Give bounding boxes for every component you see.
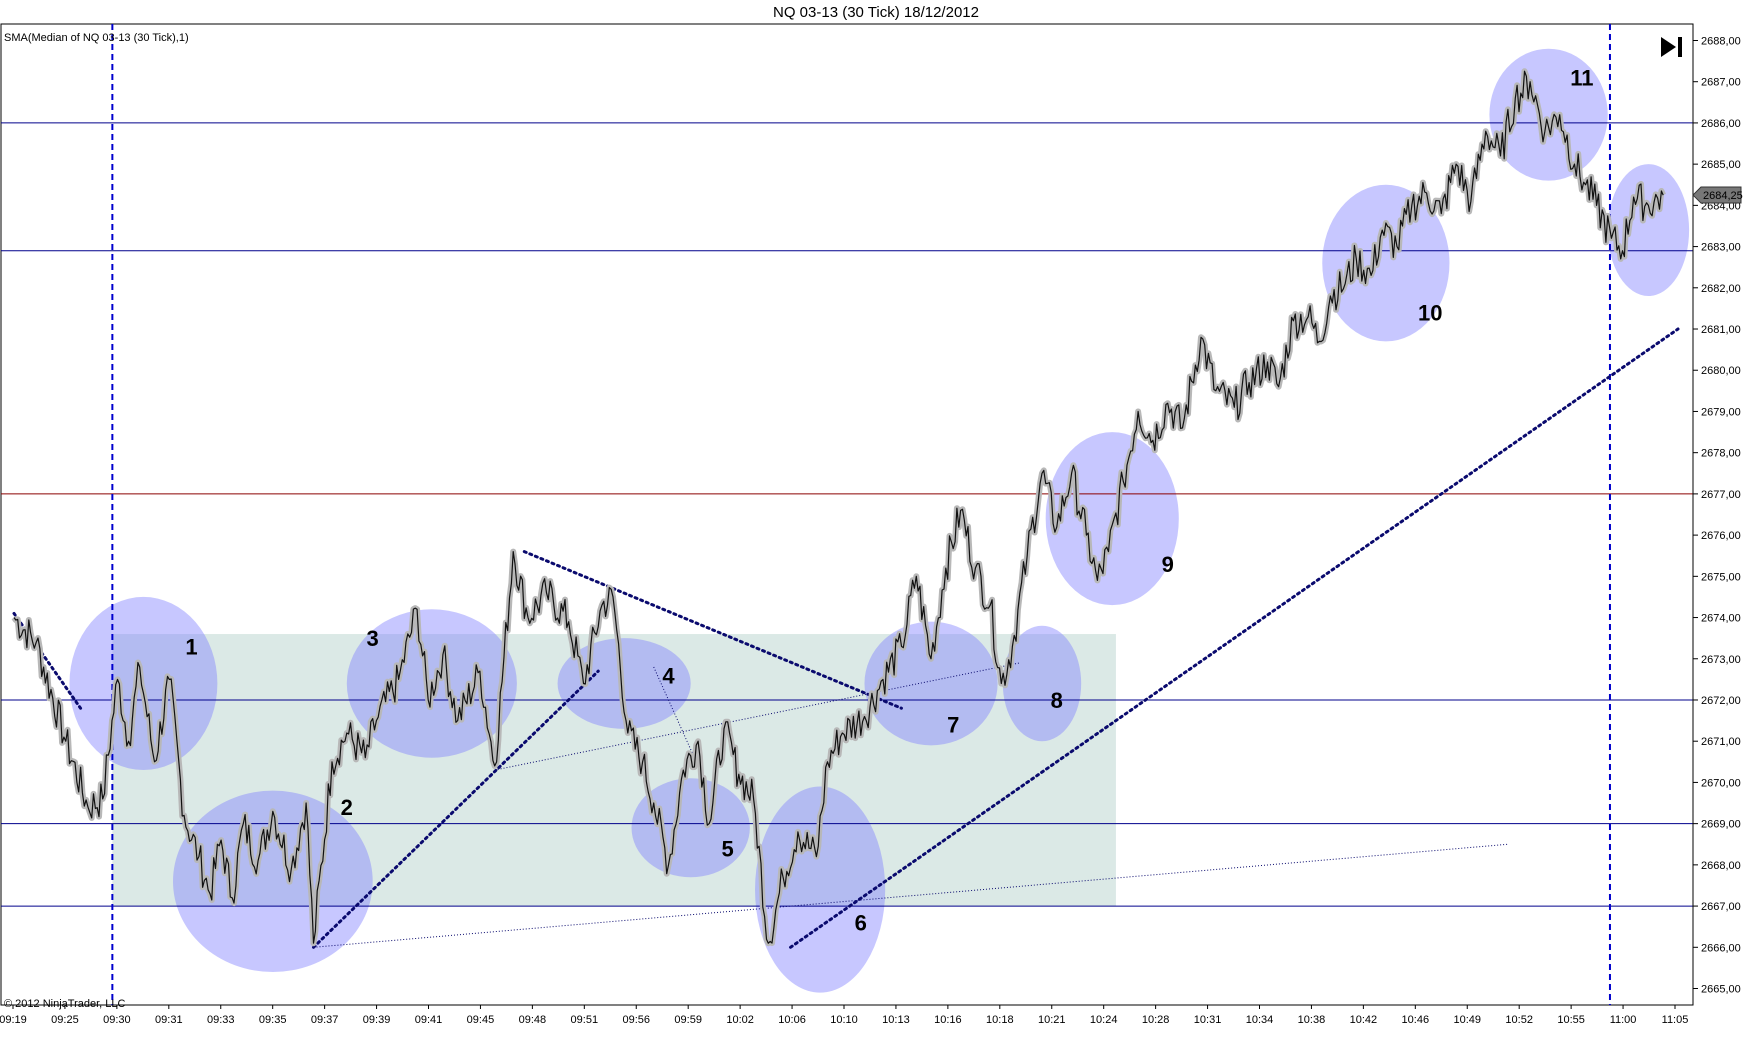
x-tick-label-8: 09:39 — [363, 1014, 391, 1026]
y-tick-label-2: 2666,00 — [1701, 942, 1741, 954]
y-tick-label-17: 2681,00 — [1701, 324, 1741, 336]
y-tick-label-22: 2686,00 — [1701, 118, 1741, 130]
highlight-ellipse-6 — [755, 786, 886, 993]
price-line — [13, 70, 1664, 944]
x-tick-label-20: 10:18 — [986, 1014, 1014, 1026]
x-tick-label-29: 10:49 — [1453, 1014, 1481, 1026]
ellipse-label-7: 7 — [947, 713, 959, 738]
trend-line-4 — [789, 327, 1680, 949]
x-tick-label-18: 10:13 — [882, 1014, 910, 1026]
y-tick-label-14: 2678,00 — [1701, 448, 1741, 460]
indicator-label: SMA(Median of NQ 03-13 (30 Tick),1) — [4, 32, 189, 44]
y-tick-label-23: 2687,00 — [1701, 77, 1741, 89]
x-tick-label-17: 10:10 — [830, 1014, 858, 1026]
last-price-marker — [1692, 186, 1742, 204]
x-tick-label-25: 10:34 — [1246, 1014, 1274, 1026]
y-tick-label-8: 2672,00 — [1701, 695, 1741, 707]
x-tick-label-33: 11:05 — [1662, 1014, 1689, 1026]
y-tick-label-24: 2688,00 — [1701, 35, 1741, 47]
y-tick-label-19: 2683,00 — [1701, 242, 1741, 254]
x-tick-label-12: 09:51 — [571, 1014, 599, 1026]
x-tick-label-9: 09:41 — [415, 1014, 443, 1026]
x-tick-label-13: 09:56 — [622, 1014, 650, 1026]
trend-line-3 — [522, 550, 903, 710]
y-tick-label-10: 2674,00 — [1701, 613, 1741, 625]
y-tick-label-1: 2665,00 — [1701, 984, 1741, 996]
x-tick-label-15: 10:02 — [726, 1014, 754, 1026]
y-tick-label-15: 2679,00 — [1701, 406, 1741, 418]
x-tick-label-1: 09:19 — [0, 1014, 27, 1026]
y-tick-label-6: 2670,00 — [1701, 777, 1741, 789]
y-tick-label-5: 2669,00 — [1701, 819, 1741, 831]
skip-to-end-icon[interactable] — [1658, 34, 1684, 60]
y-tick-label-12: 2676,00 — [1701, 530, 1741, 542]
highlight-ellipse-5 — [631, 778, 750, 878]
x-tick-label-2: 09:25 — [51, 1014, 79, 1026]
y-tick-label-9: 2673,00 — [1701, 654, 1741, 666]
copyright-text: © 2012 NinjaTrader, LLC — [4, 998, 126, 1010]
x-tick-label-10: 09:45 — [467, 1014, 495, 1026]
x-tick-label-6: 09:35 — [259, 1014, 287, 1026]
x-tick-label-31: 10:55 — [1557, 1014, 1585, 1026]
x-tick-label-11: 09:48 — [519, 1014, 547, 1026]
ellipse-label-11: 11 — [1570, 66, 1593, 91]
ellipse-label-3: 3 — [367, 626, 379, 651]
x-tick-label-14: 09:59 — [674, 1014, 702, 1026]
x-tick-label-23: 10:28 — [1142, 1014, 1170, 1026]
x-tick-label-27: 10:42 — [1350, 1014, 1378, 1026]
highlight-ellipse-12 — [1607, 164, 1690, 297]
y-tick-label-7: 2671,00 — [1701, 736, 1741, 748]
x-tick-label-32: 11:00 — [1610, 1014, 1637, 1026]
ellipse-label-4: 4 — [662, 663, 675, 688]
y-tick-label-4: 2668,00 — [1701, 860, 1741, 872]
ellipse-label-8: 8 — [1051, 688, 1063, 713]
x-tick-label-21: 10:21 — [1038, 1014, 1066, 1026]
chart-title: NQ 03-13 (30 Tick) 18/12/2012 — [773, 4, 979, 21]
x-tick-label-4: 09:31 — [155, 1014, 183, 1026]
y-tick-label-11: 2675,00 — [1701, 571, 1741, 583]
ellipse-label-2: 2 — [341, 795, 353, 820]
y-tick-label-13: 2677,00 — [1701, 489, 1741, 501]
y-tick-label-16: 2680,00 — [1701, 365, 1741, 377]
ellipse-label-9: 9 — [1162, 552, 1174, 577]
x-tick-label-19: 10:16 — [934, 1014, 962, 1026]
ellipse-label-10: 10 — [1418, 301, 1442, 326]
x-tick-label-26: 10:38 — [1298, 1014, 1326, 1026]
y-tick-label-21: 2685,00 — [1701, 159, 1741, 171]
x-tick-label-7: 09:37 — [311, 1014, 339, 1026]
highlight-ellipse-11 — [1489, 48, 1608, 181]
x-tick-label-16: 10:06 — [778, 1014, 806, 1026]
y-tick-label-3: 2667,00 — [1701, 901, 1741, 913]
ellipse-label-1: 1 — [185, 634, 197, 659]
last-price-label: 2684,25 — [1703, 190, 1743, 202]
highlight-ellipse-10 — [1322, 184, 1450, 342]
trend-line-5 — [313, 843, 1508, 948]
y-tick-label-18: 2682,00 — [1701, 283, 1741, 295]
ellipse-label-5: 5 — [722, 836, 734, 861]
ellipse-label-6: 6 — [855, 911, 867, 936]
x-tick-label-30: 10:52 — [1505, 1014, 1533, 1026]
x-tick-label-22: 10:24 — [1090, 1014, 1118, 1026]
x-tick-label-24: 10:31 — [1194, 1014, 1222, 1026]
range-box — [112, 634, 1116, 907]
x-tick-label-3: 09:30 — [103, 1014, 131, 1026]
trend-line-6 — [494, 662, 1020, 771]
highlight-ellipse-8 — [1002, 625, 1082, 742]
x-tick-label-28: 10:46 — [1402, 1014, 1430, 1026]
x-tick-label-5: 09:33 — [207, 1014, 235, 1026]
trend-line-2 — [312, 669, 600, 949]
